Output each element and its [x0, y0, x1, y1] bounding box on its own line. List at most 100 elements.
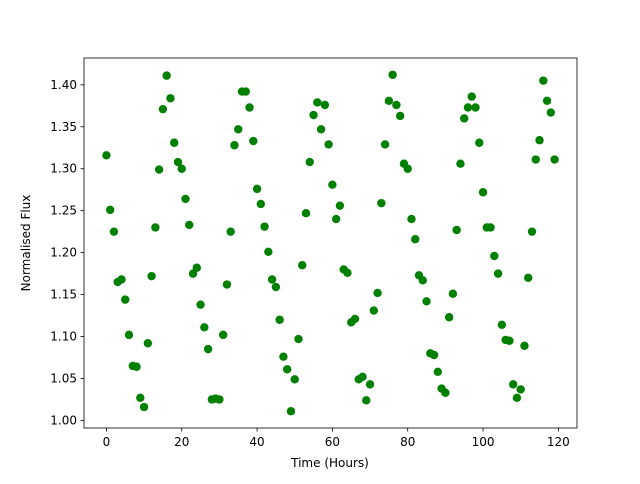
point [452, 225, 461, 235]
point [309, 110, 318, 120]
point [218, 330, 228, 340]
point [392, 100, 401, 110]
point [301, 209, 311, 218]
x-tick-label: 60 [325, 435, 340, 449]
point [234, 125, 243, 134]
point [369, 306, 379, 315]
point [388, 70, 397, 79]
point [151, 223, 160, 232]
point [433, 367, 443, 376]
point [460, 114, 469, 123]
point [444, 313, 454, 322]
y-tick-label: 1.00 [50, 413, 77, 427]
point [173, 157, 183, 167]
point [185, 220, 194, 230]
point [241, 87, 250, 96]
point [192, 263, 201, 272]
point [226, 227, 235, 236]
y-tick-label: 1.05 [50, 371, 77, 385]
point [471, 103, 480, 112]
point [343, 268, 352, 277]
y-tick-label: 1.20 [50, 246, 77, 260]
point [260, 222, 269, 231]
point [497, 320, 507, 330]
point [328, 180, 337, 189]
point [215, 395, 224, 404]
point [275, 315, 284, 324]
point [508, 380, 518, 389]
point [252, 184, 262, 194]
point [456, 159, 465, 168]
point [282, 365, 292, 374]
point [512, 393, 522, 402]
point [358, 372, 367, 382]
point [475, 138, 484, 147]
point [158, 104, 168, 114]
y-tick-label: 1.25 [50, 204, 77, 218]
point [478, 188, 488, 197]
point [154, 165, 164, 174]
y-axis-label: Normalised Flux [19, 195, 33, 292]
point [298, 261, 307, 270]
point [320, 100, 330, 110]
y-tick-label: 1.35 [50, 120, 77, 134]
point [407, 214, 416, 224]
x-tick-label: 0 [103, 435, 111, 449]
point [147, 271, 156, 281]
x-tick-label: 120 [547, 435, 570, 449]
point [121, 295, 130, 304]
point [350, 314, 360, 324]
point [505, 336, 514, 345]
point [429, 350, 439, 360]
point [143, 339, 153, 348]
point [411, 235, 420, 244]
point [290, 375, 299, 384]
point [267, 275, 277, 284]
point [136, 393, 145, 402]
point [196, 300, 205, 309]
point [117, 275, 126, 284]
point [373, 288, 382, 298]
point [380, 140, 390, 149]
point [362, 396, 371, 405]
point [124, 330, 134, 340]
point [264, 247, 273, 257]
plot-frame [83, 57, 578, 429]
point [516, 385, 525, 394]
x-axis-label: Time (Hours) [290, 456, 369, 470]
point [448, 289, 458, 298]
point [418, 276, 427, 285]
point [102, 151, 111, 160]
point [486, 223, 495, 232]
point [535, 136, 544, 145]
point [335, 201, 345, 210]
point [542, 96, 552, 105]
point [222, 280, 232, 289]
point [132, 362, 141, 371]
point [313, 98, 322, 107]
point [422, 297, 431, 306]
point [531, 155, 540, 164]
point [441, 388, 450, 397]
point [527, 227, 537, 236]
point [403, 164, 412, 173]
point [467, 92, 476, 101]
point [539, 76, 548, 85]
point [384, 96, 394, 105]
y-tick-label: 1.40 [50, 78, 77, 92]
point [271, 282, 281, 292]
point [493, 269, 503, 278]
point [109, 227, 119, 236]
point [286, 407, 296, 416]
y-tick-label: 1.30 [50, 162, 77, 176]
point [324, 140, 333, 149]
point [377, 198, 386, 208]
point [524, 273, 533, 283]
point [294, 334, 303, 344]
point [365, 380, 375, 389]
point [490, 251, 499, 261]
point [230, 141, 239, 150]
point [331, 214, 341, 224]
